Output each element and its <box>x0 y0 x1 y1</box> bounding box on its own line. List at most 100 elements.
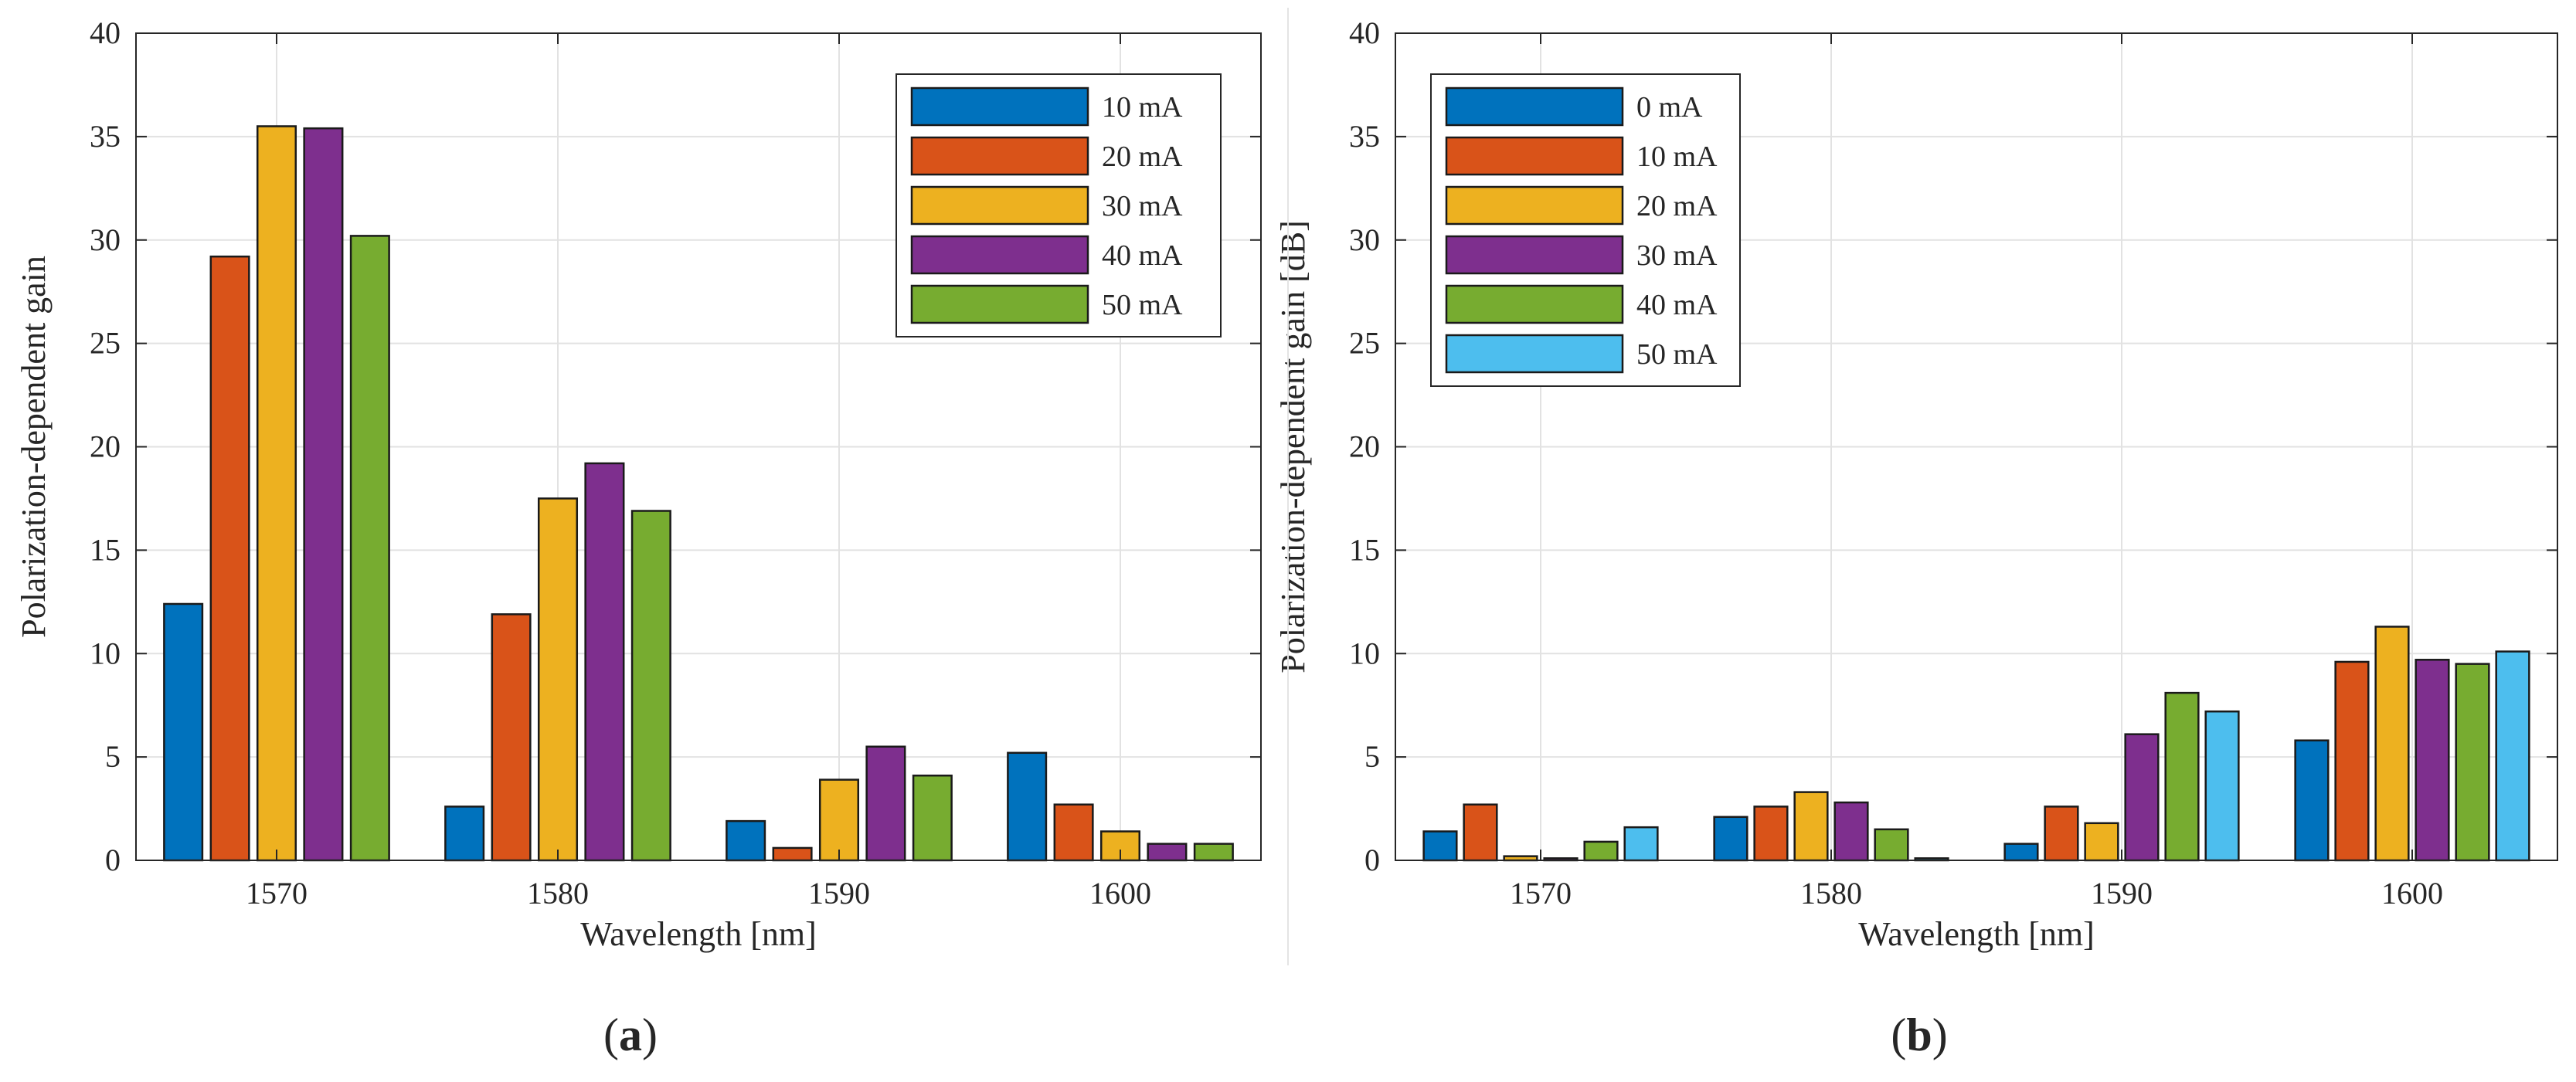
caption-close-b: ) <box>1932 1009 1948 1060</box>
x-tick-label-1580: 1580 <box>527 876 589 911</box>
y-tick-label: 35 <box>90 119 121 154</box>
bar-b-50ma-1590 <box>2204 710 2240 862</box>
y-tick-label: 5 <box>105 739 121 774</box>
legend-label: 10 mA <box>1102 91 1183 124</box>
legend-label: 50 mA <box>1102 289 1183 321</box>
x-tick-label-1570: 1570 <box>1510 876 1572 911</box>
y-tick-label: 40 <box>1349 15 1380 50</box>
x-tick-label-1600: 1600 <box>2381 876 2443 911</box>
y-axis-label-a: Polarization-dependent gain <box>15 256 53 638</box>
caption-letter-a: a <box>619 1009 642 1060</box>
bar-a-20ma-1590 <box>772 846 813 862</box>
y-axis-label-b: Polarization-dependent gain [dB] <box>1274 220 1312 673</box>
caption-open-b: ( <box>1891 1009 1906 1060</box>
legend-label: 30 mA <box>1636 239 1718 272</box>
x-tick-label-1570: 1570 <box>246 876 308 911</box>
legend-label: 0 mA <box>1636 91 1703 124</box>
legend-swatch <box>1445 334 1624 374</box>
bars-b <box>1422 626 2530 862</box>
legend-a: 10 mA 20 mA 30 mA 40 mA 50 mA <box>895 73 1222 337</box>
legend-box <box>1430 73 1741 387</box>
bars-a <box>163 125 1234 862</box>
y-tick-label: 5 <box>1364 739 1380 774</box>
y-tick-label: 25 <box>1349 326 1380 361</box>
x-tick-label-1580: 1580 <box>1800 876 1862 911</box>
bar-a-50ma-1590 <box>912 774 953 862</box>
legend-label: 40 mA <box>1102 239 1183 272</box>
legend-label: 20 mA <box>1636 190 1718 222</box>
bar-a-10ma-1590 <box>726 819 766 862</box>
chart-panel-b: 0 5 10 15 20 25 30 35 40 1570 1580 1590 1600 Wavele… <box>1274 15 2558 1060</box>
legend-swatch <box>1445 284 1624 324</box>
y-tick-label: 25 <box>90 326 121 361</box>
legend-swatch <box>910 185 1089 226</box>
legend-swatch <box>1445 86 1624 127</box>
legend-swatch <box>910 284 1089 324</box>
y-tick-label: 30 <box>1349 222 1380 257</box>
bar-a-40ma-1600 <box>1147 843 1188 862</box>
legend-swatch <box>1445 185 1624 226</box>
bar-b-40ma-1590 <box>2164 691 2200 862</box>
bar-a-30ma-1580 <box>537 497 579 862</box>
tick-marks-b <box>1395 32 2557 861</box>
y-tick-label: 40 <box>90 15 121 50</box>
bar-a-40ma-1580 <box>584 462 625 862</box>
bar-a-30ma-1590 <box>818 778 860 862</box>
y-tick-label: 30 <box>90 222 121 257</box>
bar-a-40ma-1570 <box>303 127 344 862</box>
y-tick-label: 20 <box>1349 429 1380 464</box>
chart-panel-a: 0 5 10 15 20 25 30 35 40 1570 1580 1590 1600 Wavele… <box>15 15 1262 1060</box>
y-tick-label: 15 <box>90 532 121 567</box>
x-tick-label-1600: 1600 <box>1089 876 1151 911</box>
bar-b-50ma-1570 <box>1623 826 1659 862</box>
bar-b-0ma-1600 <box>2294 739 2330 862</box>
x-tick-label-1590: 1590 <box>808 876 870 911</box>
x-axis-label-a: Wavelength [nm] <box>580 915 817 953</box>
y-tick-label: 10 <box>1349 636 1380 670</box>
bar-b-40ma-1570 <box>1583 840 1619 862</box>
bar-a-30ma-1570 <box>256 125 297 862</box>
caption-open-a: ( <box>603 1009 619 1060</box>
bar-a-20ma-1580 <box>491 613 532 862</box>
y-tick-label: 35 <box>1349 119 1380 154</box>
bar-a-10ma-1580 <box>444 806 485 862</box>
bar-b-30ma-1600 <box>2415 659 2450 862</box>
bar-b-20ma-1580 <box>1793 791 1829 862</box>
tick-marks-a <box>136 32 1261 861</box>
bar-b-30ma-1580 <box>1833 801 1869 862</box>
caption-letter-b: b <box>1906 1009 1932 1060</box>
x-tick-labels-b: 1570 1580 1590 1600 <box>1510 876 2443 911</box>
bar-b-40ma-1580 <box>1874 828 1909 862</box>
bar-b-10ma-1590 <box>2044 806 2079 862</box>
y-tick-labels-a: 0 5 10 15 20 25 30 35 40 <box>90 15 121 877</box>
y-tick-label: 20 <box>90 429 121 464</box>
bar-a-10ma-1570 <box>163 602 204 862</box>
legend-label: 10 mA <box>1636 141 1718 173</box>
legend-swatch <box>1445 136 1624 176</box>
bar-a-20ma-1600 <box>1053 803 1094 862</box>
bar-a-50ma-1600 <box>1193 843 1234 862</box>
x-tick-label-1590: 1590 <box>2091 876 2153 911</box>
bar-a-20ma-1570 <box>209 255 250 862</box>
bar-a-50ma-1580 <box>630 510 671 862</box>
bar-b-20ma-1600 <box>2374 626 2410 862</box>
bar-b-0ma-1590 <box>2003 843 2039 862</box>
legend-swatch <box>910 235 1089 275</box>
bar-b-10ma-1580 <box>1753 806 1789 862</box>
caption-close-a: ) <box>642 1009 658 1060</box>
bar-a-50ma-1570 <box>349 235 390 862</box>
bar-b-50ma-1600 <box>2495 650 2530 862</box>
legend-b: 0 mA 10 mA 20 mA 30 mA 40 mA 50 mA <box>1430 73 1741 387</box>
bar-b-20ma-1590 <box>2084 822 2119 862</box>
y-tick-labels-b: 0 5 10 15 20 25 30 35 40 <box>1349 15 1380 877</box>
bar-b-10ma-1600 <box>2334 660 2370 862</box>
bar-a-40ma-1590 <box>865 745 906 862</box>
bar-b-10ma-1570 <box>1463 803 1498 862</box>
x-axis-label-b: Wavelength [nm] <box>1858 915 2095 953</box>
y-tick-label: 10 <box>90 636 121 670</box>
y-tick-label: 15 <box>1349 532 1380 567</box>
legend-label: 40 mA <box>1636 289 1718 321</box>
legend-label: 50 mA <box>1636 338 1718 371</box>
legend-label: 20 mA <box>1102 141 1183 173</box>
